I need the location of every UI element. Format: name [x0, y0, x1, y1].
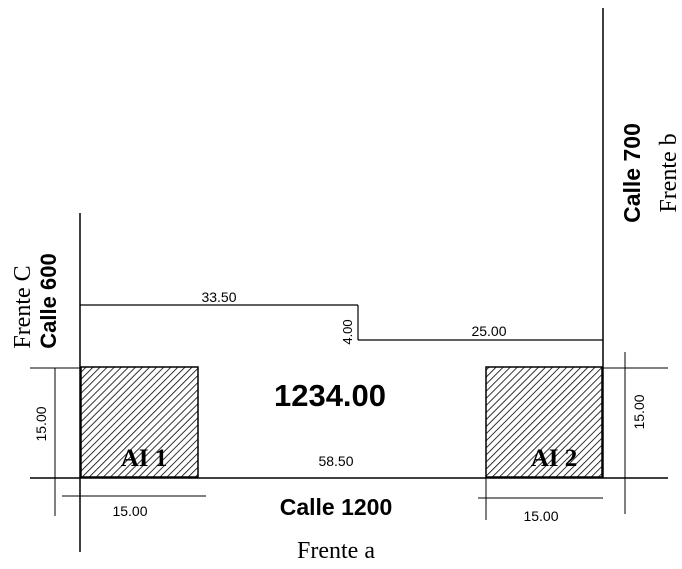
street-right-label: Calle 700	[619, 123, 645, 223]
ai1-label: AI 1	[121, 445, 168, 472]
step-label: 4.00	[340, 319, 355, 344]
street-bottom-label: Calle 1200	[280, 494, 393, 520]
front-c-label: Frente C	[10, 265, 36, 348]
ai2-zone	[485, 366, 603, 478]
ai1-width-label: 15.00	[112, 503, 147, 519]
area-label: 1234.00	[274, 378, 386, 413]
ai2-height-label: 15.00	[631, 394, 647, 429]
base-label: 58.50	[318, 453, 353, 469]
top-segment-label: 33.50	[201, 289, 236, 305]
front-b-label: Frente b	[656, 133, 682, 212]
ai2-label: AI 2	[531, 445, 578, 472]
ai2-width-label: 15.00	[523, 508, 558, 524]
ai1-height-label: 15.00	[33, 406, 49, 441]
top-boundary	[80, 304, 603, 341]
front-a-label: Frente a	[297, 538, 375, 564]
street-left-label: Calle 600	[36, 253, 61, 348]
right-segment-label: 25.00	[471, 323, 506, 339]
ai1-zone	[80, 366, 199, 478]
